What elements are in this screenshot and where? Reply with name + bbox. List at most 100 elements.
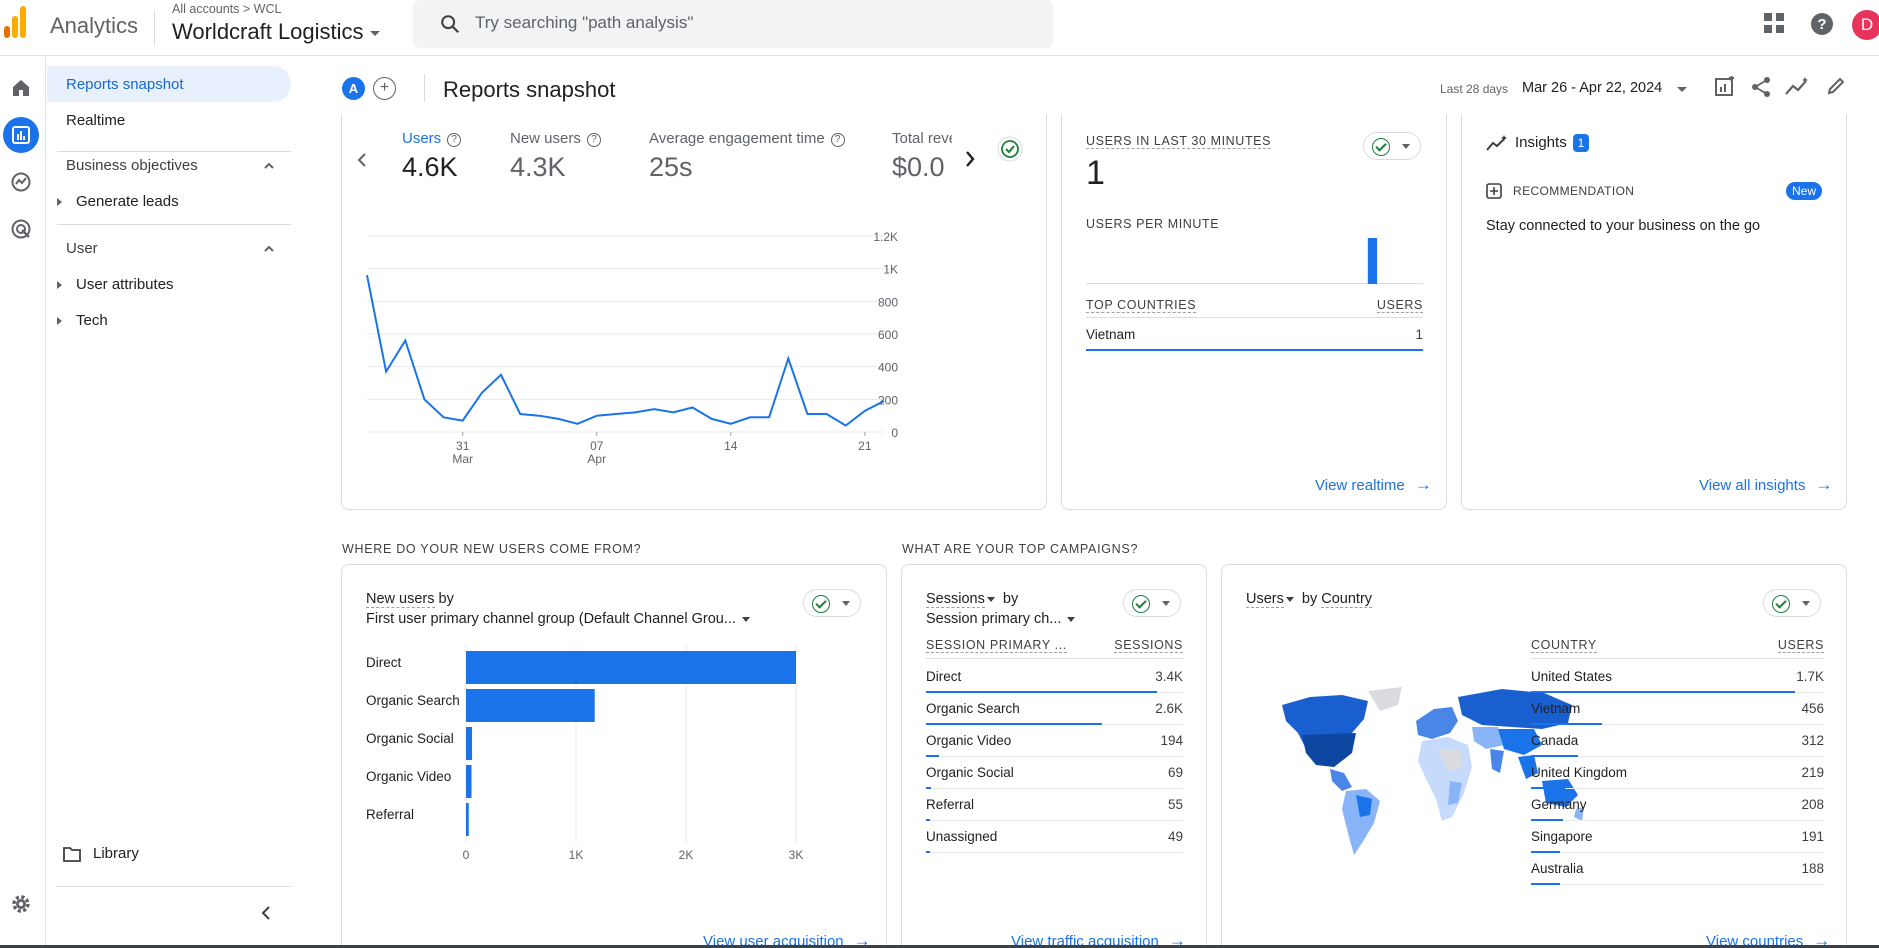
campaign-row[interactable]: Organic Video 194 <box>926 725 1183 757</box>
camp-status-dropdown[interactable] <box>1123 589 1181 617</box>
collapse-nav-icon[interactable] <box>259 905 273 921</box>
caret-down-icon[interactable] <box>986 596 995 602</box>
nav-tech[interactable]: Tech <box>57 312 108 329</box>
caret-down-icon[interactable] <box>1285 596 1294 602</box>
row-value: 188 <box>1801 861 1824 876</box>
search-bar[interactable] <box>413 0 1053 48</box>
campaign-row[interactable]: Referral 55 <box>926 789 1183 821</box>
row-label: Organic Video <box>926 733 1012 748</box>
arrow-right-icon: → <box>853 931 871 948</box>
country-row[interactable]: Canada 312 <box>1531 725 1824 757</box>
campaign-row[interactable]: Organic Search 2.6K <box>926 693 1183 725</box>
bar <box>466 689 595 722</box>
y-tick-label: 1K <box>883 263 898 277</box>
share-bar <box>926 755 940 757</box>
x-tick-label: 07 <box>590 439 604 453</box>
caret-down-icon[interactable] <box>1677 87 1687 92</box>
nav-section-user[interactable]: User <box>66 239 286 267</box>
users-series-line <box>366 275 885 427</box>
apps-grid-icon[interactable] <box>1763 12 1785 34</box>
admin-settings-button[interactable] <box>3 886 39 922</box>
date-range-picker[interactable]: Mar 26 - Apr 22, 2024 <box>1522 80 1663 96</box>
home-button[interactable] <box>3 70 39 106</box>
account-name: Worldcraft Logistics <box>172 19 364 44</box>
comparison-badge[interactable]: A <box>342 77 365 100</box>
metric-label: Average engagement time <box>649 130 825 147</box>
nav-realtime[interactable]: Realtime <box>66 111 126 129</box>
share-bar <box>1531 883 1560 885</box>
country-row[interactable]: United States 1.7K <box>1531 661 1824 693</box>
campaign-row[interactable]: Unassigned 49 <box>926 821 1183 853</box>
view-countries-link[interactable]: View countries → <box>1706 931 1830 948</box>
edit-pencil-icon[interactable] <box>1826 76 1846 96</box>
nav-user-attributes[interactable]: User attributes <box>57 276 174 293</box>
page-header: A + Reports snapshot Last 28 days Mar 26… <box>298 56 1879 120</box>
help-circle-icon[interactable]: ? <box>447 133 462 147</box>
country-row[interactable]: Australia 188 <box>1531 853 1824 885</box>
analytics-logo[interactable] <box>4 6 30 38</box>
camp-dimension-dropdown[interactable]: Session primary ch... <box>926 611 1076 627</box>
help-icon[interactable]: ? <box>1810 12 1834 36</box>
search-input[interactable] <box>475 10 1035 36</box>
view-realtime-link[interactable]: View realtime → <box>1315 475 1432 495</box>
campaign-row[interactable]: Organic Social 69 <box>926 757 1183 789</box>
view-traffic-acquisition-link[interactable]: View traffic acquisition → <box>1011 931 1186 948</box>
help-circle-icon[interactable]: ? <box>830 133 845 147</box>
help-circle-icon[interactable]: ? <box>586 133 601 147</box>
view-user-acquisition-link[interactable]: View user acquisition → <box>703 931 871 948</box>
camp-metric[interactable]: Sessions <box>926 591 985 608</box>
account-selector[interactable]: Worldcraft Logistics <box>172 19 380 45</box>
check-circle-icon <box>1372 138 1390 156</box>
row-label: Organic Social <box>926 765 1014 780</box>
advertising-button[interactable] <box>3 211 39 247</box>
realtime-country-row[interactable]: Vietnam 1 <box>1086 321 1423 351</box>
row-value: 456 <box>1801 701 1824 716</box>
explore-button[interactable] <box>3 164 39 200</box>
check-circle-icon[interactable] <box>997 136 1023 162</box>
ctry-dimension[interactable]: Country <box>1321 591 1373 608</box>
svg-text:?: ? <box>1817 16 1826 33</box>
breadcrumb[interactable]: All accounts > WCL <box>172 2 282 16</box>
x-tick-label: 2K <box>679 848 694 862</box>
acquisition-section-title: WHERE DO YOUR NEW USERS COME FROM? <box>342 542 642 556</box>
ctry-status-dropdown[interactable] <box>1763 589 1821 617</box>
chevron-right-icon[interactable] <box>964 150 976 168</box>
nav-reports-snapshot[interactable]: Reports snapshot <box>47 66 291 102</box>
acq-metric[interactable]: New users <box>366 591 435 608</box>
customize-report-icon[interactable] <box>1714 76 1736 98</box>
country-row[interactable]: United Kingdom 219 <box>1531 757 1824 789</box>
insights-icon[interactable] <box>1784 76 1810 98</box>
campaign-row[interactable]: Direct 3.4K <box>926 661 1183 693</box>
row-label: United Kingdom <box>1531 765 1628 780</box>
realtime-status-dropdown[interactable] <box>1363 132 1421 160</box>
caret-down-icon <box>1402 144 1410 149</box>
bar-category-label: Direct <box>366 655 402 670</box>
insight-text[interactable]: Stay connected to your business on the g… <box>1486 218 1761 234</box>
acq-dimension-dropdown[interactable]: First user primary channel group (Defaul… <box>366 611 750 627</box>
share-icon[interactable] <box>1750 76 1772 98</box>
nav-library[interactable]: Library <box>63 845 139 862</box>
country-row[interactable]: Vietnam 456 <box>1531 693 1824 725</box>
avatar[interactable]: D <box>1852 10 1879 40</box>
row-value: 208 <box>1801 797 1824 812</box>
bar-category-label: Referral <box>366 807 414 822</box>
country-row[interactable]: Germany 208 <box>1531 789 1824 821</box>
row-label: United States <box>1531 669 1613 684</box>
metric-total-revenue[interactable]: Total reve $0.0 <box>892 114 952 194</box>
nav-generate-leads[interactable]: Generate leads <box>57 193 179 210</box>
row-value: 191 <box>1801 829 1824 844</box>
caret-down-icon <box>1067 616 1076 622</box>
add-comparison-button[interactable]: + <box>373 77 396 100</box>
acq-status-dropdown[interactable] <box>803 589 861 617</box>
ctry-metric[interactable]: Users <box>1246 591 1284 608</box>
nav-section-business-objectives[interactable]: Business objectives <box>66 156 286 184</box>
users-per-minute-chart <box>1086 238 1423 284</box>
page-title: Reports snapshot <box>443 77 616 102</box>
view-all-insights-link[interactable]: View all insights → <box>1699 475 1832 495</box>
country-row[interactable]: Singapore 191 <box>1531 821 1824 853</box>
y-tick-label: 0 <box>891 426 898 440</box>
chevron-left-icon[interactable] <box>356 152 368 168</box>
nav-divider <box>57 151 291 152</box>
reports-button[interactable] <box>3 117 39 153</box>
